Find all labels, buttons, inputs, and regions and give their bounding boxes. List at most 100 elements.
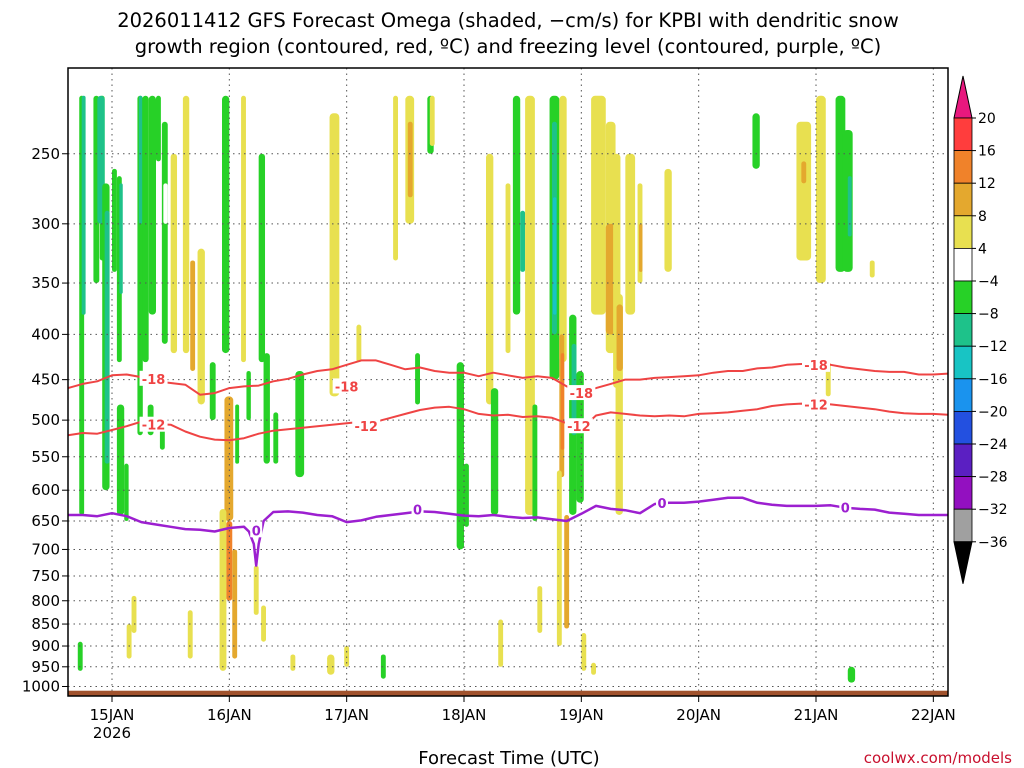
x-tick-label: 16JAN (207, 706, 252, 724)
omega-cell (498, 619, 504, 667)
colorbar-label: −12 (978, 339, 1008, 355)
omega-cell (486, 153, 494, 405)
omega-cell (142, 95, 149, 363)
omega-cell (456, 362, 464, 550)
chart-title-line-1: 2026011412 GFS Forecast Omega (shaded, −… (117, 9, 899, 32)
colorbar-top-triangle (953, 75, 973, 119)
omega-cell (226, 520, 233, 601)
omega-cell (295, 371, 305, 478)
omega-cell (560, 353, 565, 450)
contour-line-freezing-level (68, 496, 948, 567)
omega-cell (835, 95, 846, 272)
omega-cell (576, 371, 584, 503)
contour-label-bg (839, 499, 852, 515)
colorbar-swatch (953, 215, 973, 249)
contour-label: -12 (142, 419, 166, 434)
colorbar-label: 12 (978, 176, 996, 192)
omega-cell (801, 161, 807, 184)
omega-cell (327, 654, 335, 675)
omega-cell (415, 353, 420, 405)
contour-label: 0 (657, 497, 666, 512)
contour-label: -12 (354, 420, 378, 435)
y-tick-label: 900 (31, 637, 60, 655)
contour-label: -18 (142, 373, 166, 388)
omega-cell (429, 95, 435, 146)
contour-label-bg (802, 396, 830, 412)
colorbar-label: 20 (978, 111, 996, 127)
omega-cell (232, 549, 238, 659)
omega-cell (796, 121, 812, 261)
colorbar-swatch (953, 378, 973, 412)
omega-cell (253, 565, 259, 615)
omega-cell (752, 113, 760, 169)
colorbar-swatch (953, 443, 973, 477)
omega-cell (525, 95, 535, 516)
omega-cell (235, 404, 240, 464)
x-tick-year: 2026 (93, 724, 131, 742)
colorbar-label: −32 (978, 502, 1008, 518)
y-tick-label: 750 (31, 567, 60, 585)
omega-cell (505, 183, 511, 354)
contour-line-dgz-m18 (67, 359, 949, 396)
omega-cell (138, 95, 143, 224)
x-tick-label: 18JAN (442, 706, 487, 724)
y-tick-label: 850 (31, 615, 60, 633)
omega-cell (131, 595, 137, 633)
omega-cell (537, 586, 543, 633)
omega-cell (344, 646, 350, 667)
y-tick-label: 650 (31, 512, 60, 530)
colorbar-label: −8 (978, 307, 999, 323)
colorbar-label: −28 (978, 470, 1008, 486)
omega-cell (77, 641, 83, 671)
x-tick-label: 21JAN (794, 706, 839, 724)
omega-cell (639, 223, 643, 272)
omega-cell (847, 666, 856, 683)
y-tick-label: 800 (31, 592, 60, 610)
contour-label-bg (352, 418, 381, 434)
y-tick-label: 450 (31, 371, 60, 389)
colorbar: 20 16 12 8 4 −4 −8 −12 −16 −20 −24 −28 −32 −36 (953, 75, 1008, 584)
contour-label-bg (332, 378, 361, 394)
contour-label: -18 (570, 387, 594, 402)
colorbar-swatch (953, 476, 973, 510)
y-tick-label: 550 (31, 448, 60, 466)
plot-area: -18 -18 -18 -18 -12 -12 -12 -12 0 0 0 0 (67, 67, 949, 697)
contour-label-bg (250, 522, 263, 538)
omega-cell (464, 463, 469, 527)
contour-label-bg (656, 494, 668, 510)
omega-cell (552, 197, 557, 315)
omega-cell (124, 463, 129, 521)
y-tick-label: 250 (31, 145, 60, 163)
colorbar-bottom-triangle (953, 541, 973, 584)
contour-label-bg (802, 356, 830, 372)
y-tick-label: 700 (31, 540, 60, 558)
terrain-band (68, 690, 948, 696)
contour-label-bg (564, 418, 593, 434)
omega-cell (407, 121, 413, 198)
omega-cell (380, 654, 386, 679)
colorbar-swatch (953, 182, 973, 217)
x-tick-label: 20JAN (676, 706, 721, 724)
chart-title-line-2: growth region (contoured, red, ºC) and f… (135, 35, 882, 58)
x-axis-label: Forecast Time (UTC) (418, 748, 599, 768)
contour-line-dgz-m12 (67, 402, 949, 442)
omega-cell (329, 113, 340, 397)
colorbar-label: −20 (978, 404, 1008, 420)
omega-cell (261, 605, 266, 642)
omega-cell (664, 168, 672, 272)
omega-cell (490, 388, 499, 516)
credit-text: coolwx.com/models (864, 749, 1012, 767)
omega-cell (393, 95, 398, 261)
omega-cell (869, 260, 875, 278)
contour-label: -12 (567, 420, 591, 435)
contour-label-bg (411, 501, 424, 517)
x-tick-label: 17JAN (324, 706, 369, 724)
omega-cell (104, 210, 110, 464)
y-tick-label: 350 (31, 274, 60, 292)
colorbar-label: 8 (978, 209, 987, 225)
contour-label: -12 (804, 398, 828, 413)
omega-cell (187, 610, 193, 659)
omega-cell (564, 515, 570, 629)
omega-cell (156, 95, 161, 162)
omega-cell (119, 183, 123, 294)
